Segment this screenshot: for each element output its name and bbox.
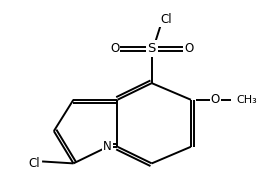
Text: S: S <box>148 42 156 55</box>
Text: O: O <box>211 93 220 106</box>
Text: N: N <box>103 140 112 153</box>
Text: Cl: Cl <box>28 157 40 170</box>
Text: O: O <box>184 42 193 55</box>
Text: Cl: Cl <box>161 13 172 26</box>
Text: CH₃: CH₃ <box>236 95 257 105</box>
Text: O: O <box>110 42 119 55</box>
